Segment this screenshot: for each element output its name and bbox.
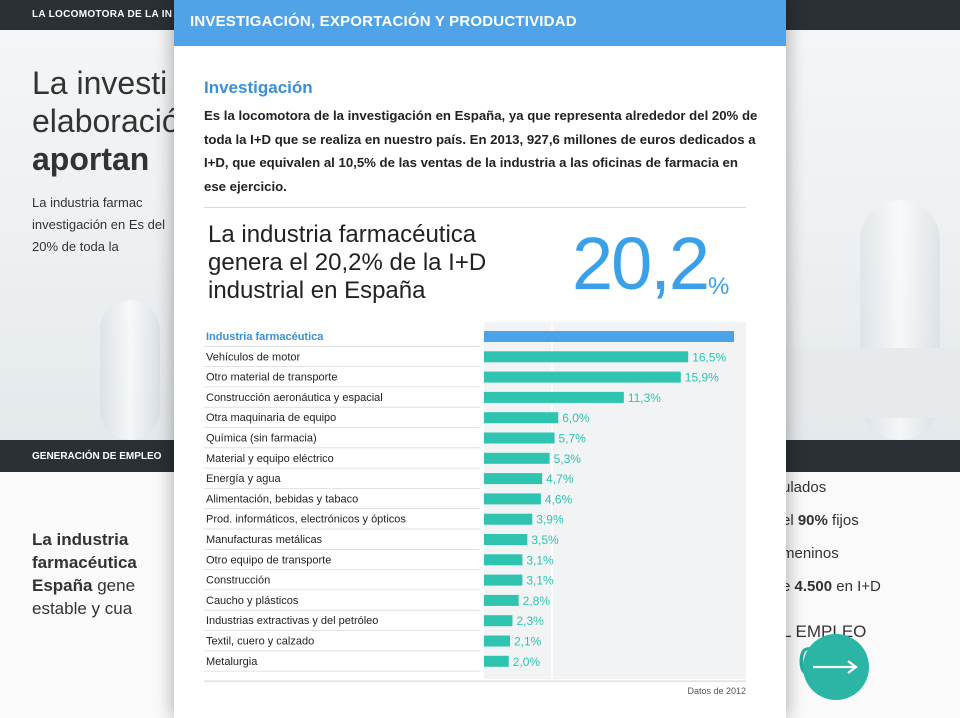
category-label: Material y equipo eléctrico	[206, 453, 334, 465]
stat-item: ulados	[782, 479, 827, 496]
modal-header: INVESTIGACIÓN, EXPORTACIÓN Y PRODUCTIVID…	[174, 0, 786, 46]
bar	[484, 412, 559, 424]
employment-stats-list: ulados el 90% fijos meninos e 4.500 en I…	[782, 478, 881, 610]
modal-title: INVESTIGACIÓN, EXPORTACIÓN Y PRODUCTIVID…	[190, 13, 577, 30]
category-label: Energía y agua	[206, 473, 281, 485]
bar	[484, 574, 523, 586]
bar	[484, 635, 510, 647]
category-label: Alimentación, bebidas y tabaco	[206, 493, 358, 505]
top-section-label: LA LOCOMOTORA DE LA IN	[32, 9, 173, 20]
category-label: Industria farmacéutica	[206, 331, 324, 343]
employment-text-rest: estable y cua	[32, 599, 133, 618]
section-title: Investigación	[204, 78, 313, 97]
divider	[204, 207, 746, 208]
employment-text-rest: gene	[92, 576, 136, 595]
value-label: 2,3%	[516, 614, 544, 628]
bar	[484, 351, 689, 363]
arrow-right-icon	[813, 660, 858, 674]
category-label: Textil, cuero y calzado	[206, 636, 314, 648]
bar	[484, 371, 681, 383]
value-label: 4,6%	[545, 492, 573, 506]
bar	[484, 615, 513, 627]
value-label: 5,7%	[559, 432, 587, 446]
bar	[484, 473, 543, 485]
infographic: La industria farmacéutica genera el 20,2…	[204, 207, 746, 705]
category-label: Vehículos de motor	[206, 351, 301, 363]
bar	[484, 554, 523, 566]
bar	[484, 331, 734, 342]
stat-item: e 4.500 en I+D	[782, 578, 881, 595]
employment-text: La industria farmacéutica España gene es…	[32, 528, 172, 620]
bar	[484, 655, 509, 667]
bar	[484, 391, 624, 403]
side-panel	[780, 348, 960, 418]
category-label: Construcción	[206, 575, 270, 587]
category-label: Caucho y plásticos	[206, 595, 299, 607]
hero-title: La investi elaboració aportan	[32, 64, 180, 178]
value-label: 11,3%	[628, 391, 661, 405]
bar	[484, 534, 528, 545]
info-modal: INVESTIGACIÓN, EXPORTACIÓN Y PRODUCTIVID…	[174, 0, 786, 718]
category-label: Construcción aeronáutica y espacial	[206, 392, 383, 404]
category-label: Industrias extractivas y del petróleo	[206, 615, 378, 627]
stat-item: meninos	[782, 545, 839, 562]
category-label: Metalurgia	[206, 656, 258, 668]
value-label: 4,7%	[546, 472, 574, 486]
value-label: 3,1%	[526, 553, 554, 567]
section-body: Es la locomotora de la investigación en …	[204, 108, 758, 194]
value-label: 2,1%	[514, 635, 542, 649]
bar	[484, 432, 555, 444]
stat-item: el 90% fijos	[782, 512, 859, 529]
bar-chart: Industria farmacéutica Vehículos de motor…	[204, 322, 746, 682]
category-label: Otro material de transporte	[206, 372, 337, 384]
value-label: 6,0%	[562, 411, 590, 425]
category-label: Prod. informáticos, electrónicos y óptic…	[206, 514, 406, 526]
employment-text-bold: España	[32, 576, 93, 595]
hero-title-line: elaboració	[32, 103, 180, 139]
value-label: 3,1%	[526, 574, 554, 588]
value-label: 3,5%	[531, 533, 559, 547]
value-label: 2,0%	[513, 655, 541, 669]
category-label: Otro equipo de transporte	[206, 554, 331, 566]
infographic-big-number-unit: %	[708, 273, 730, 300]
value-label: 3,9%	[536, 513, 564, 527]
value-label: 16,5%	[692, 350, 726, 364]
value-label: 5,3%	[554, 452, 582, 466]
infographic-headline: La industria farmacéutica genera el 20,2…	[208, 221, 487, 304]
bar	[484, 594, 519, 606]
category-label: Química (sin farmacia)	[206, 433, 317, 445]
category-label: Manufacturas metálicas	[206, 534, 323, 546]
bar	[484, 513, 533, 525]
employment-text-bold: La industria farmacéutica	[32, 530, 137, 572]
hero-title-bold: aportan	[32, 141, 150, 177]
category-label: Otra maquinaria de equipo	[206, 412, 336, 424]
bar	[484, 452, 550, 464]
value-label: 15,9%	[685, 371, 719, 385]
bar	[484, 493, 541, 505]
hero-title-line: La investi	[32, 65, 168, 101]
employment-section-label: GENERACIÓN DE EMPLEO	[32, 451, 162, 462]
value-label: 2,8%	[523, 594, 551, 608]
infographic-big-number: 20,2	[572, 222, 710, 305]
hero-paragraph: La industria farmac investigación en Es …	[32, 195, 165, 254]
next-button[interactable]	[803, 634, 869, 700]
data-source-note: Datos de 2012	[687, 686, 746, 696]
